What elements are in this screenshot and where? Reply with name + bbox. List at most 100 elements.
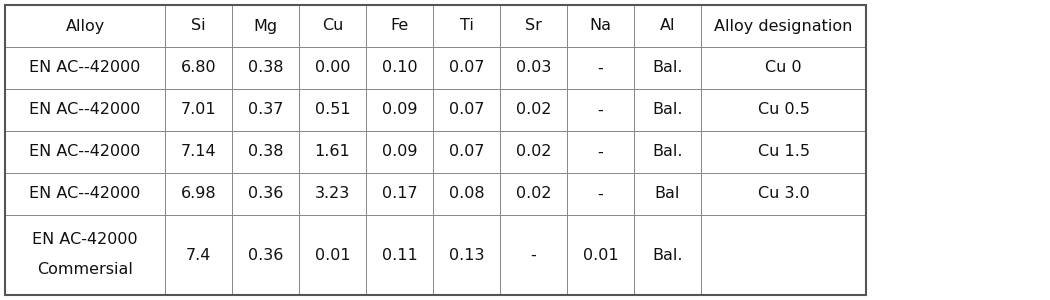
Bar	[634, 89, 701, 131]
Bar	[500, 89, 567, 131]
Text: Commersial: Commersial	[37, 262, 133, 277]
Text: 7.01: 7.01	[181, 103, 216, 118]
Text: 0.08: 0.08	[448, 187, 484, 202]
Bar	[567, 5, 634, 47]
Text: 0.09: 0.09	[382, 103, 417, 118]
Bar	[701, 5, 866, 47]
Text: 0.03: 0.03	[516, 61, 551, 76]
Text: Sr: Sr	[525, 19, 542, 34]
Text: 7.4: 7.4	[186, 248, 211, 262]
Bar	[500, 173, 567, 215]
Bar	[433, 131, 500, 173]
Bar	[366, 5, 433, 47]
Bar	[5, 47, 165, 89]
Bar	[500, 131, 567, 173]
Text: 0.07: 0.07	[448, 145, 484, 160]
Bar	[5, 215, 165, 295]
Text: -: -	[530, 248, 537, 262]
Bar	[634, 5, 701, 47]
Text: Bal: Bal	[655, 187, 680, 202]
Bar	[232, 89, 299, 131]
Text: Bal.: Bal.	[652, 145, 682, 160]
Bar	[299, 89, 366, 131]
Text: 0.07: 0.07	[448, 103, 484, 118]
Bar	[701, 89, 866, 131]
Bar	[634, 131, 701, 173]
Bar	[500, 47, 567, 89]
Bar	[299, 131, 366, 173]
Bar	[165, 173, 232, 215]
Bar	[701, 173, 866, 215]
Text: -: -	[597, 187, 604, 202]
Text: Cu 0: Cu 0	[765, 61, 802, 76]
Text: Na: Na	[589, 19, 611, 34]
Bar	[433, 173, 500, 215]
Text: 7.14: 7.14	[181, 145, 216, 160]
Bar	[567, 173, 634, 215]
Bar	[701, 215, 866, 295]
Text: Cu: Cu	[321, 19, 343, 34]
Bar	[299, 5, 366, 47]
Bar	[433, 215, 500, 295]
Text: 0.36: 0.36	[248, 187, 284, 202]
Text: Al: Al	[659, 19, 675, 34]
Bar	[567, 215, 634, 295]
Text: 0.36: 0.36	[248, 248, 284, 262]
Text: EN AC--42000: EN AC--42000	[29, 61, 141, 76]
Text: 0.11: 0.11	[381, 248, 418, 262]
Text: 0.09: 0.09	[382, 145, 417, 160]
Text: 0.37: 0.37	[248, 103, 284, 118]
Text: -: -	[597, 103, 604, 118]
Bar	[232, 5, 299, 47]
Bar	[5, 173, 165, 215]
Bar	[165, 131, 232, 173]
Text: 0.01: 0.01	[315, 248, 351, 262]
Text: 0.10: 0.10	[382, 61, 417, 76]
Text: 0.13: 0.13	[448, 248, 484, 262]
Text: Bal.: Bal.	[652, 103, 682, 118]
Bar	[701, 47, 866, 89]
Bar	[567, 89, 634, 131]
Text: Fe: Fe	[391, 19, 408, 34]
Bar	[701, 131, 866, 173]
Text: EN AC--42000: EN AC--42000	[29, 103, 141, 118]
Text: 3.23: 3.23	[315, 187, 350, 202]
Bar	[299, 173, 366, 215]
Text: Alloy: Alloy	[65, 19, 105, 34]
Bar	[232, 173, 299, 215]
Bar	[232, 47, 299, 89]
Bar	[567, 131, 634, 173]
Text: 1.61: 1.61	[315, 145, 351, 160]
Bar	[366, 131, 433, 173]
Text: 6.80: 6.80	[181, 61, 216, 76]
Text: Mg: Mg	[253, 19, 277, 34]
Bar	[165, 5, 232, 47]
Bar	[5, 131, 165, 173]
Bar	[5, 89, 165, 131]
Text: EN AC--42000: EN AC--42000	[29, 145, 141, 160]
Text: -: -	[597, 61, 604, 76]
Text: 0.02: 0.02	[516, 103, 551, 118]
Text: Cu 1.5: Cu 1.5	[757, 145, 810, 160]
Text: Si: Si	[191, 19, 206, 34]
Bar	[500, 5, 567, 47]
Bar	[366, 173, 433, 215]
Text: 0.02: 0.02	[516, 187, 551, 202]
Bar	[433, 89, 500, 131]
Bar	[299, 47, 366, 89]
Bar	[5, 5, 866, 295]
Text: 0.07: 0.07	[448, 61, 484, 76]
Bar	[366, 215, 433, 295]
Bar	[433, 5, 500, 47]
Bar	[232, 215, 299, 295]
Text: Cu 3.0: Cu 3.0	[758, 187, 810, 202]
Bar	[165, 47, 232, 89]
Bar	[366, 89, 433, 131]
Text: 0.02: 0.02	[516, 145, 551, 160]
Text: 0.51: 0.51	[315, 103, 351, 118]
Text: EN AC--42000: EN AC--42000	[29, 187, 141, 202]
Bar	[5, 5, 165, 47]
Bar	[232, 131, 299, 173]
Text: 0.00: 0.00	[315, 61, 351, 76]
Text: 0.38: 0.38	[248, 145, 284, 160]
